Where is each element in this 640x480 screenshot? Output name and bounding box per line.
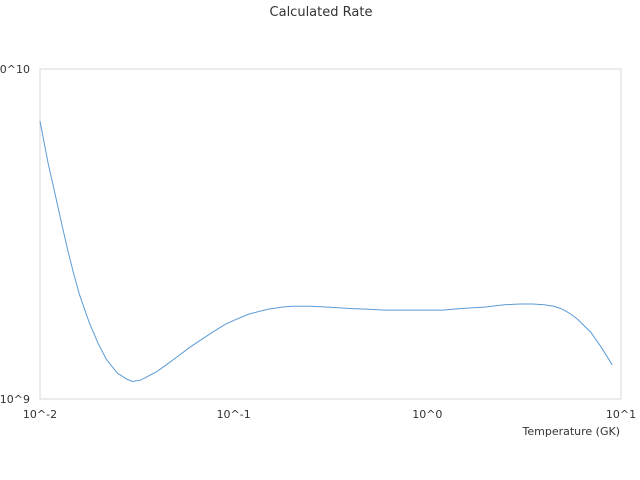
y-tick-label: 10^9 — [0, 393, 30, 406]
y-axis-ticks: 10^9 10^10 — [0, 63, 30, 406]
x-tick-label: 10^-1 — [217, 408, 251, 421]
x-axis-label: Temperature (GK) — [522, 425, 621, 438]
x-tick-label: 10^1 — [606, 408, 636, 421]
x-tick-label: 10^0 — [412, 408, 442, 421]
series-line — [39, 121, 613, 383]
x-tick-label: 10^-2 — [23, 408, 57, 421]
plot-frame — [39, 68, 622, 400]
chart-title: Calculated Rate — [270, 5, 373, 20]
y-tick-label: 10^10 — [0, 63, 30, 76]
x-axis-ticks: 10^-2 10^-1 10^0 10^1 — [23, 408, 636, 421]
